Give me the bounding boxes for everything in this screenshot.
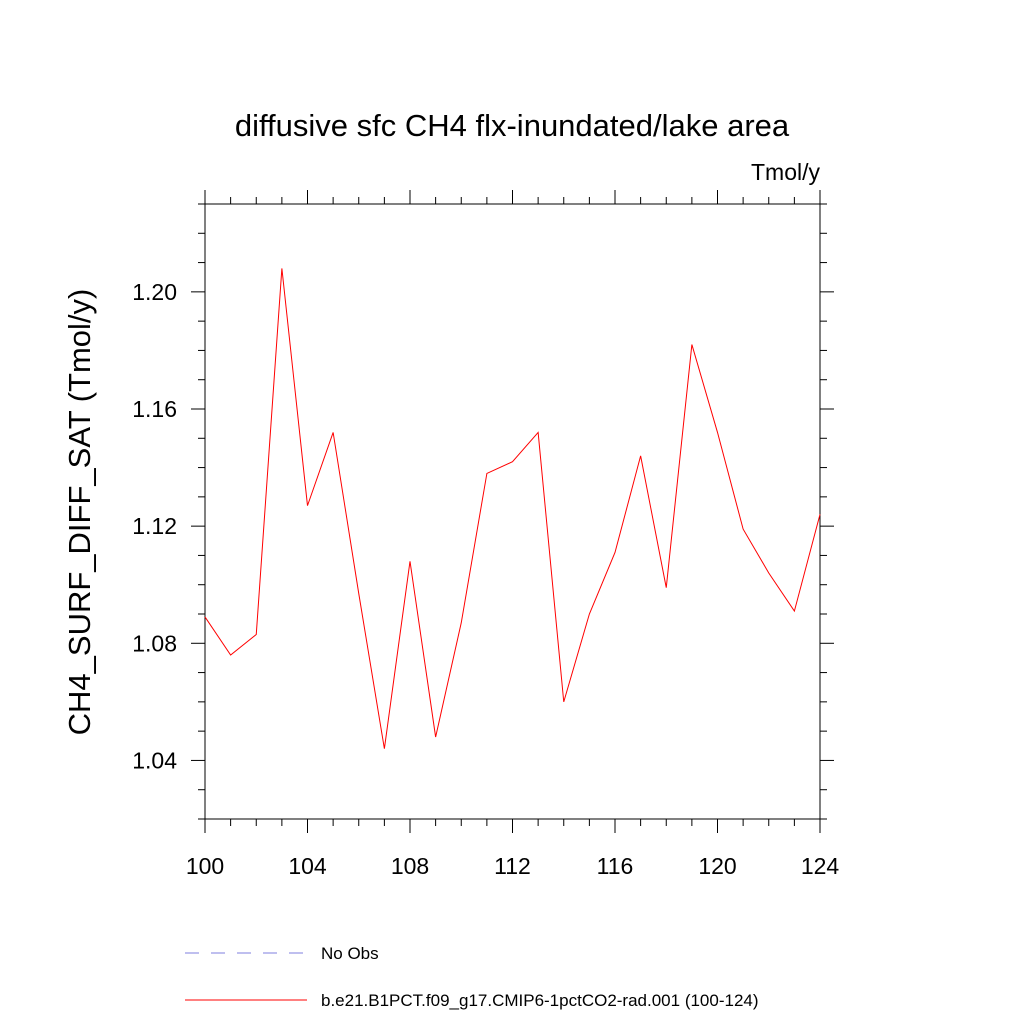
legend-label-model-run: b.e21.B1PCT.f09_g17.CMIP6-1pctCO2-rad.00… [321, 991, 759, 1010]
plot-frame [204, 203, 821, 820]
chart-title: diffusive sfc CH4 flx-inundated/lake are… [235, 108, 790, 143]
y-tick-label: 1.08 [132, 630, 177, 656]
x-tick-label: 112 [494, 853, 531, 879]
y-tick-label: 1.20 [132, 279, 177, 305]
y-tick-label: 1.12 [132, 513, 177, 539]
y-tick-label: 1.16 [132, 396, 177, 422]
x-tick-label: 108 [391, 853, 429, 879]
series-layer [204, 268, 821, 749]
axis-tick-labels: 100 104 108 112 116 120 124 1.04 1.08 1.12 1.16 1.2… [132, 279, 839, 879]
x-tick-label: 124 [801, 853, 840, 879]
legend: No Obs b.e21.B1PCT.f09_g17.CMIP6-1pctCO2… [185, 944, 759, 1010]
x-tick-label: 120 [698, 853, 736, 879]
axis-ticks [191, 190, 834, 833]
x-tick-label: 100 [186, 853, 224, 879]
x-tick-label: 104 [288, 853, 327, 879]
y-axis-label: CH4_SURF_DIFF_SAT (Tmol/y) [62, 289, 97, 736]
series-line [204, 268, 821, 749]
units-label: Tmol/y [751, 159, 821, 185]
y-tick-label: 1.04 [132, 747, 177, 773]
x-tick-label: 116 [597, 853, 634, 879]
legend-label-no-obs: No Obs [321, 944, 379, 963]
